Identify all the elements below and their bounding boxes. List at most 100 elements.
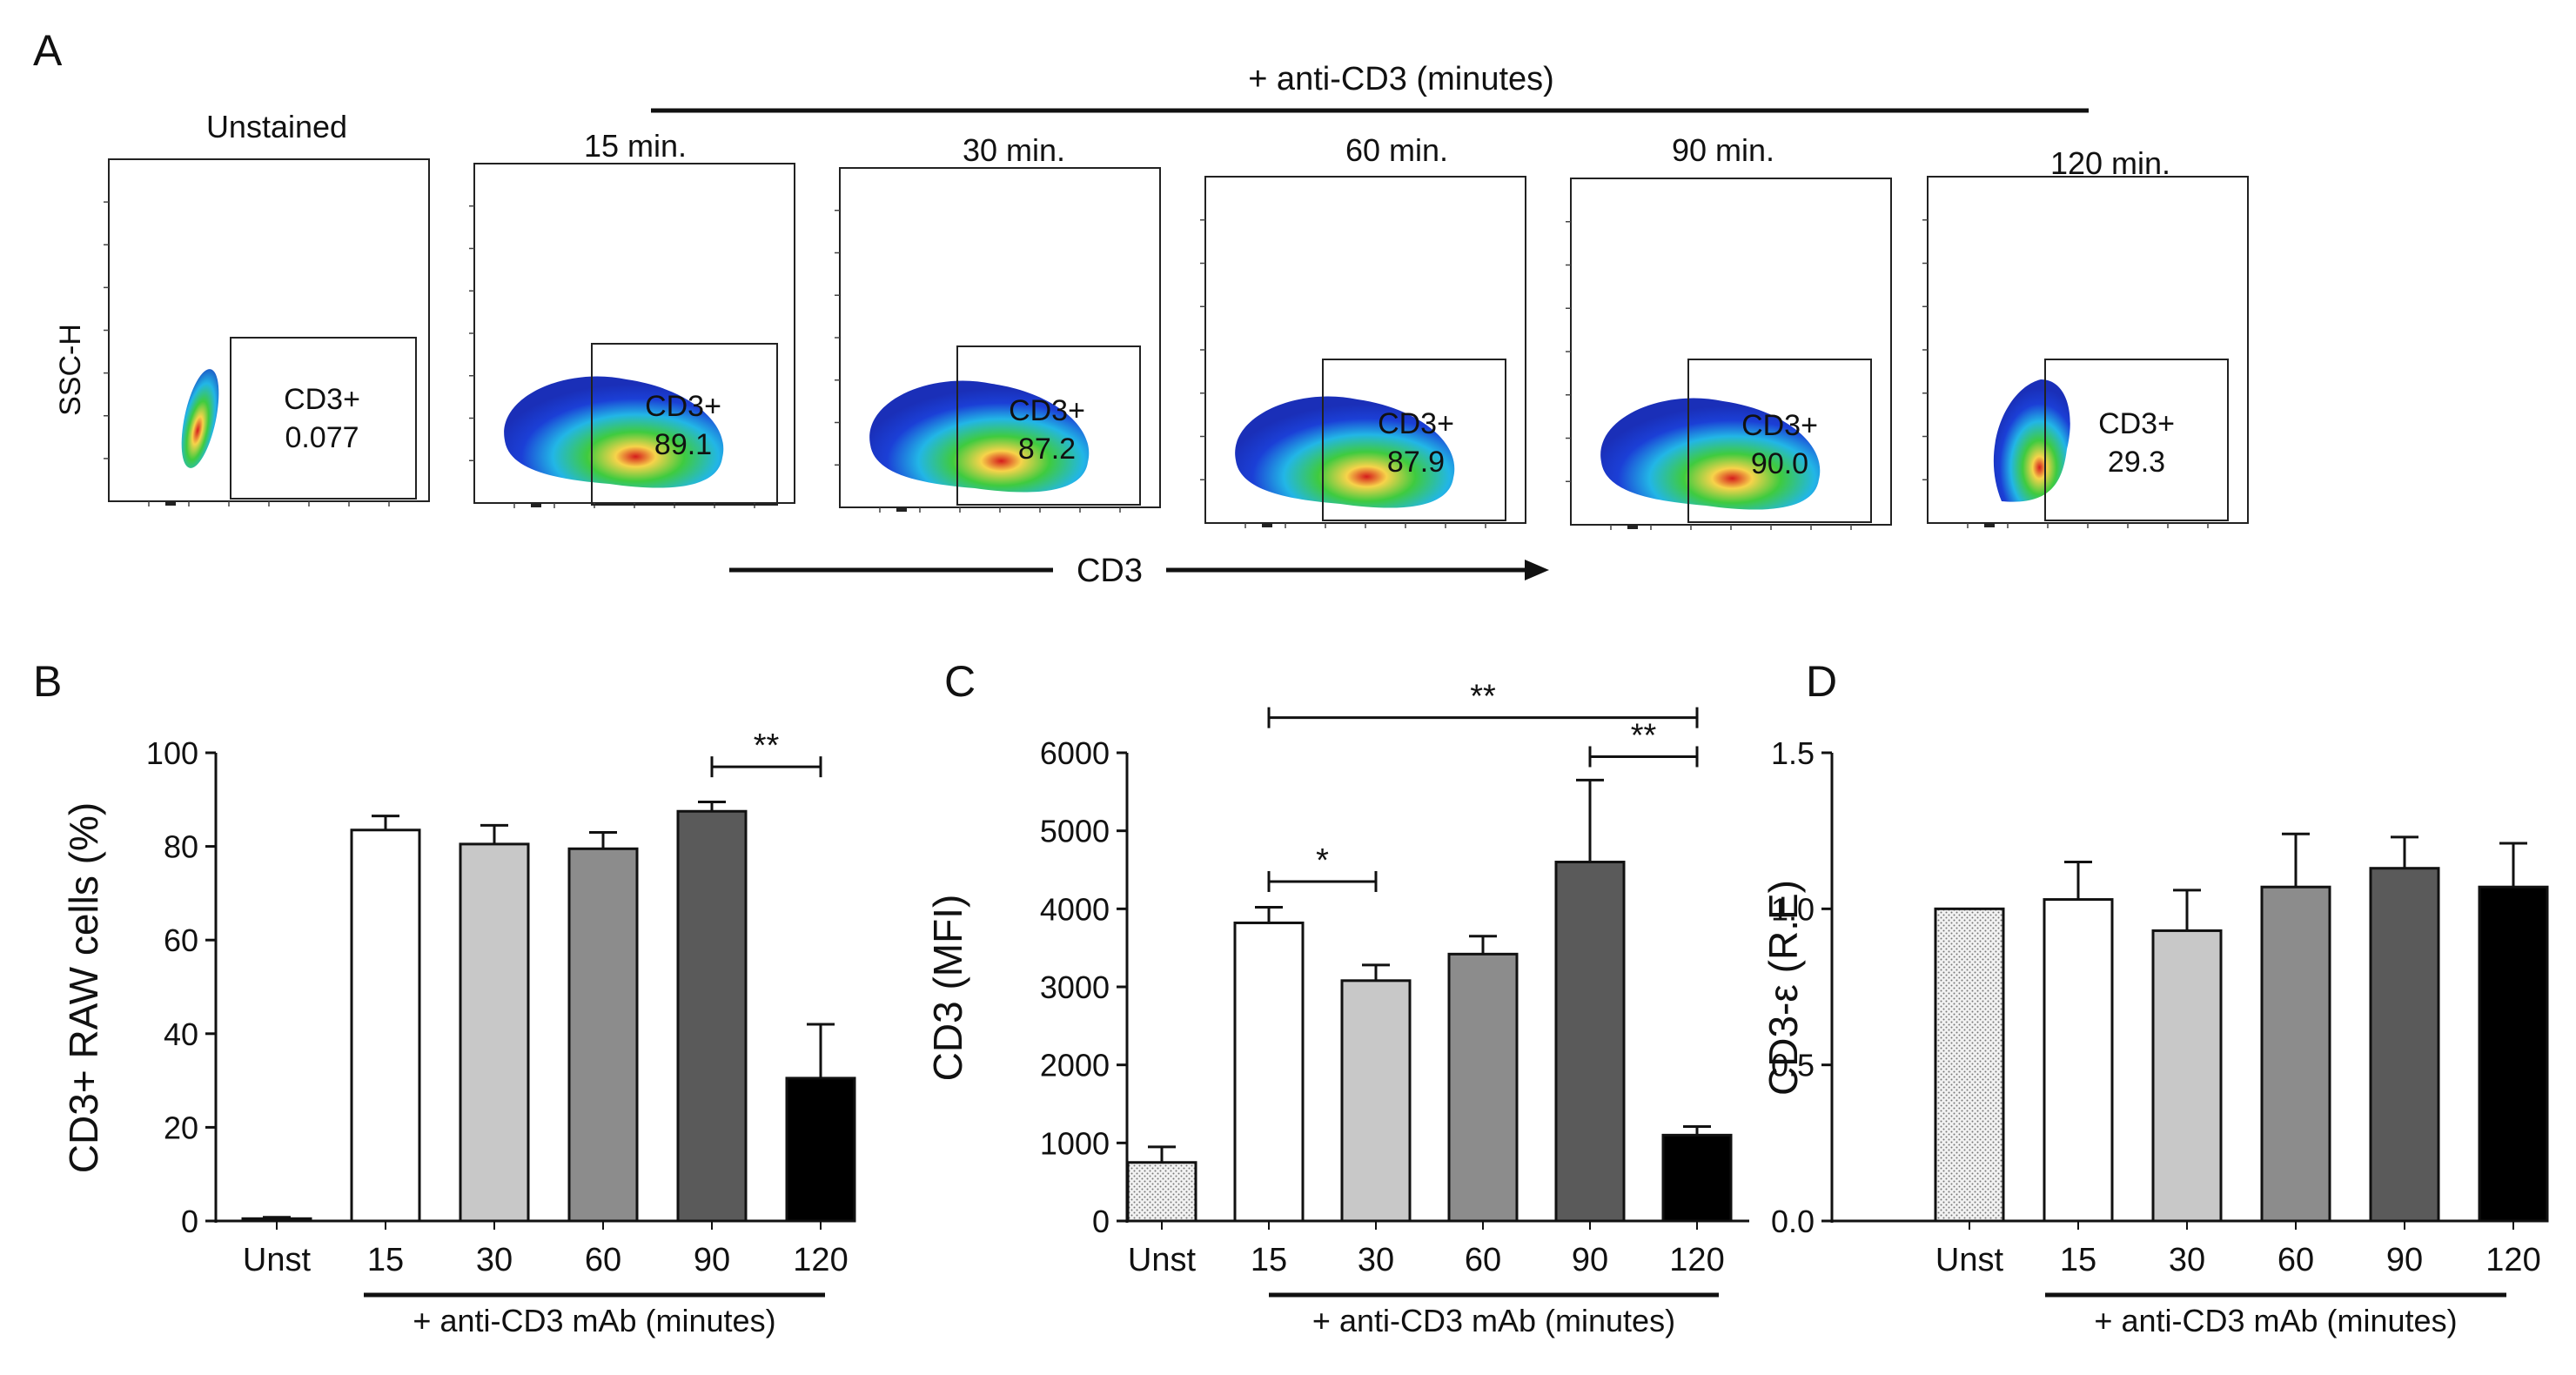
bar [785, 1077, 856, 1223]
bar [2260, 885, 2331, 1223]
panel-a-banner: + anti-CD3 (minutes) [1248, 61, 1554, 97]
x-tick-label: 60 [1465, 1242, 1501, 1278]
x-axis-label: + anti-CD3 mAb (minutes) [413, 1303, 775, 1338]
bar [1447, 952, 1519, 1223]
bar [567, 847, 639, 1223]
flow-plot-title: 30 min. [963, 132, 1065, 168]
x-axis-label: + anti-CD3 mAb (minutes) [1312, 1303, 1675, 1338]
flow-gate-value: 87.9 [1387, 446, 1445, 479]
flow-axis-marker [531, 503, 541, 507]
flow-gate-value: 90.0 [1751, 447, 1808, 480]
x-tick-label: Unst [243, 1242, 312, 1278]
panel-a-xlabel: CD3 [1077, 553, 1143, 589]
x-axis-label: + anti-CD3 mAb (minutes) [2094, 1303, 2457, 1338]
flow-plot: 30 min. CD3+ 87.2 [835, 132, 1161, 513]
chart-b: B CD3+ RAW cells (%) 0 20 40 60 80 100 Unst 15 30 6… [33, 657, 856, 1338]
bar [1340, 979, 1412, 1223]
chart-d: D CD3-ε (R.E) 0.0 0.5 1.0 1.5 Unst 15 30 60 90 120 +… [1761, 657, 2549, 1338]
y-tick-label: 0.0 [1771, 1204, 1815, 1239]
flow-plot: 90 min. CD3+ 90.0 [1566, 132, 1892, 530]
y-tick-label: 1.0 [1771, 891, 1815, 927]
flow-plot-title: 120 min. [2050, 145, 2170, 181]
flow-plot-title: 60 min. [1345, 132, 1448, 168]
x-tick-label: 90 [694, 1242, 730, 1278]
panel-letter: D [1806, 657, 1837, 706]
x-tick-label: 30 [476, 1242, 513, 1278]
x-tick-label: 90 [1572, 1242, 1608, 1278]
bar [2369, 867, 2440, 1223]
bar [1126, 1161, 1197, 1223]
flow-gate-label: CD3+ [284, 383, 360, 416]
flow-gate [2044, 359, 2229, 521]
x-tick-label: 120 [1669, 1242, 1724, 1278]
bar [1934, 907, 2005, 1223]
y-tick-label: 1000 [1040, 1125, 1110, 1161]
flow-axis-marker [1627, 525, 1638, 529]
flow-plot: 120 min. CD3+ 29.3 [1922, 145, 2249, 528]
bar [350, 828, 421, 1223]
flow-gate-value: 0.077 [285, 421, 359, 454]
flow-plot-title: Unstained [206, 109, 347, 144]
x-tick-label: 30 [1358, 1242, 1394, 1278]
bar [2478, 885, 2549, 1223]
y-tick-label: 60 [164, 922, 198, 958]
flow-gate-value: 89.1 [654, 428, 712, 461]
significance-label: ** [1470, 679, 1496, 715]
x-tick-label: 60 [2277, 1242, 2314, 1278]
flow-plot: Unstained CD3+ 0.077 [104, 109, 430, 506]
x-tick-label: 120 [2485, 1242, 2540, 1278]
y-tick-label: 20 [164, 1110, 198, 1145]
x-tick-label: 120 [793, 1242, 848, 1278]
y-axis-label: CD3+ RAW cells (%) [61, 802, 106, 1173]
y-tick-label: 1.5 [1771, 735, 1815, 771]
significance-label: ** [1631, 717, 1657, 754]
panel-a-ylabel: SSC-H [54, 324, 87, 416]
bar [2151, 929, 2223, 1223]
x-tick-label: Unst [1935, 1242, 2004, 1278]
flow-gate [230, 337, 417, 500]
flow-gate-label: CD3+ [2098, 407, 2175, 440]
flow-plots: Unstained CD3+ 0.077 15 min. CD3+ 89.1 30 min.… [104, 109, 2249, 530]
y-tick-label: 100 [146, 735, 198, 771]
bar [1554, 861, 1626, 1223]
flow-axis-marker [1984, 523, 1995, 527]
x-tick-label: 60 [585, 1242, 621, 1278]
y-axis-label: CD3-ε (R.E) [1761, 880, 1806, 1096]
y-tick-label: 5000 [1040, 814, 1110, 849]
flow-gate-label: CD3+ [1378, 407, 1454, 440]
y-tick-label: 0 [181, 1204, 198, 1239]
x-tick-label: 90 [2386, 1242, 2423, 1278]
y-tick-label: 4000 [1040, 891, 1110, 927]
x-tick-label: 15 [1251, 1242, 1287, 1278]
y-tick-label: 3000 [1040, 969, 1110, 1005]
flow-gate-label: CD3+ [1009, 394, 1085, 427]
bar [1233, 921, 1305, 1223]
flow-gate [956, 345, 1141, 506]
panel-a-xarrow-head [1525, 560, 1549, 580]
flow-gate-label: CD3+ [1741, 409, 1818, 442]
x-tick-label: 30 [2169, 1242, 2205, 1278]
flow-density-cloud [1235, 396, 1455, 508]
bar [676, 809, 748, 1223]
flow-density-cloud [181, 369, 219, 468]
bar [459, 842, 530, 1223]
chart-c: C CD3 (MFI) 0 1000 2000 3000 4000 5000 6000 Unst 1… [925, 657, 1749, 1338]
panel-letter: B [33, 657, 62, 706]
flow-axis-marker [1262, 523, 1272, 527]
y-tick-label: 40 [164, 1016, 198, 1052]
significance-label: * [1316, 842, 1329, 879]
flow-gate-value: 29.3 [2108, 446, 2165, 479]
y-tick-label: 0 [1092, 1204, 1110, 1239]
flow-density-cloud [1600, 398, 1821, 510]
y-tick-label: 0.5 [1771, 1048, 1815, 1083]
flow-density-cloud [504, 376, 724, 488]
x-tick-label: Unst [1128, 1242, 1197, 1278]
y-tick-label: 80 [164, 829, 198, 865]
flow-plot-frame [1927, 176, 2249, 524]
flow-axis-marker [165, 501, 176, 506]
flow-plot-frame [108, 158, 430, 502]
flow-gate [591, 343, 778, 506]
flow-gate [1322, 359, 1506, 521]
flow-plot: 60 min. CD3+ 87.9 [1200, 132, 1526, 528]
